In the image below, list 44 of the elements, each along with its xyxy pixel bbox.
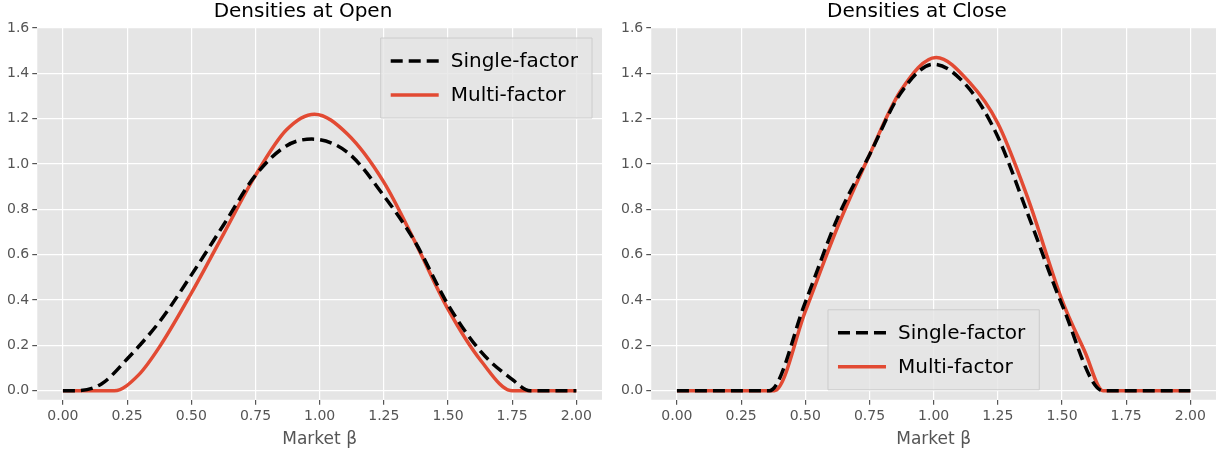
y-tick-label: 1.6 [621, 18, 644, 35]
y-tick-label: 0.6 [7, 245, 30, 262]
x-tick-label: 2.00 [1174, 406, 1206, 423]
legend-label: Single-factor [450, 48, 579, 73]
x-tick-label: 0.50 [789, 406, 821, 423]
x-tick-label: 0.75 [239, 406, 272, 423]
x-tick-label: 1.25 [368, 406, 400, 423]
x-tick-label: 0.50 [175, 406, 207, 423]
legend-label: Multi-factor [450, 82, 567, 107]
x-tick-label: 1.00 [304, 406, 336, 423]
y-tick-label: 1.2 [621, 109, 644, 126]
x-tick-label: 1.50 [1046, 406, 1078, 423]
x-tick-label: 1.00 [918, 406, 950, 423]
y-tick-label: 1.6 [7, 18, 30, 35]
chart-title: Densities at Close [827, 0, 1007, 23]
y-tick-label: 0.8 [7, 200, 30, 217]
x-tick-label: 1.75 [1110, 406, 1142, 423]
x-tick-label: 1.25 [982, 406, 1014, 423]
x-tick-label: 1.50 [432, 406, 464, 423]
y-tick-label: 0.2 [621, 336, 644, 353]
y-tick-label: 0.4 [621, 290, 644, 307]
y-tick-label: 1.4 [621, 63, 644, 80]
y-tick-label: 1.0 [621, 154, 644, 171]
y-tick-label: 0.4 [7, 290, 30, 307]
y-tick-label: 1.4 [7, 63, 30, 80]
x-axis-title: Market β [282, 428, 357, 449]
y-tick-label: 0.8 [621, 200, 644, 217]
x-tick-label: 0.00 [47, 406, 79, 423]
legend-label: Multi-factor [897, 354, 1014, 378]
y-tick-label: 1.2 [7, 109, 30, 126]
x-tick-label: 0.25 [725, 406, 757, 423]
x-tick-label: 1.75 [496, 406, 528, 423]
y-tick-label: 0.0 [7, 381, 30, 398]
legend-label: Single-factor [897, 320, 1027, 344]
y-tick-label: 1.0 [7, 154, 30, 171]
x-tick-label: 0.75 [853, 406, 886, 423]
chart-title: Densities at Open [213, 0, 393, 23]
x-tick-label: 0.25 [111, 406, 143, 423]
y-tick-label: 0.6 [621, 245, 644, 262]
y-tick-label: 0.2 [7, 336, 30, 353]
x-tick-label: 2.00 [560, 406, 592, 423]
x-tick-label: 0.00 [661, 406, 693, 423]
x-axis-title: Market β [896, 428, 971, 449]
y-tick-label: 0.0 [621, 381, 644, 398]
